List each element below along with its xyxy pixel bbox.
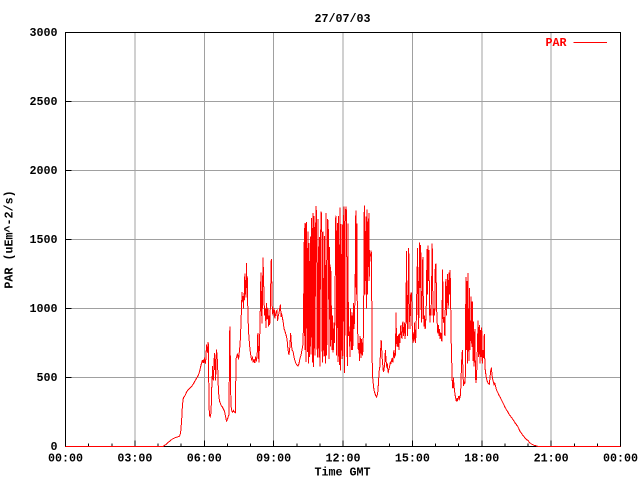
svg-text:03:00: 03:00 (117, 452, 152, 466)
svg-text:00:00: 00:00 (48, 452, 83, 466)
svg-text:15:00: 15:00 (395, 452, 430, 466)
svg-text:06:00: 06:00 (187, 452, 222, 466)
svg-text:12:00: 12:00 (325, 452, 360, 466)
svg-text:00:00: 00:00 (603, 452, 638, 466)
svg-text:2000: 2000 (29, 164, 57, 178)
svg-text:27/07/03: 27/07/03 (314, 12, 370, 26)
svg-text:Time GMT: Time GMT (314, 466, 370, 480)
svg-text:500: 500 (36, 371, 57, 385)
svg-text:1500: 1500 (29, 233, 57, 247)
svg-text:21:00: 21:00 (534, 452, 569, 466)
svg-text:18:00: 18:00 (464, 452, 499, 466)
svg-text:PAR (uEm^-2/s): PAR (uEm^-2/s) (3, 190, 17, 288)
svg-text:3000: 3000 (29, 26, 57, 40)
svg-text:1000: 1000 (29, 302, 57, 316)
svg-text:2500: 2500 (29, 95, 57, 109)
svg-text:PAR: PAR (545, 36, 566, 50)
svg-text:09:00: 09:00 (256, 452, 291, 466)
svg-text:0: 0 (50, 440, 57, 454)
